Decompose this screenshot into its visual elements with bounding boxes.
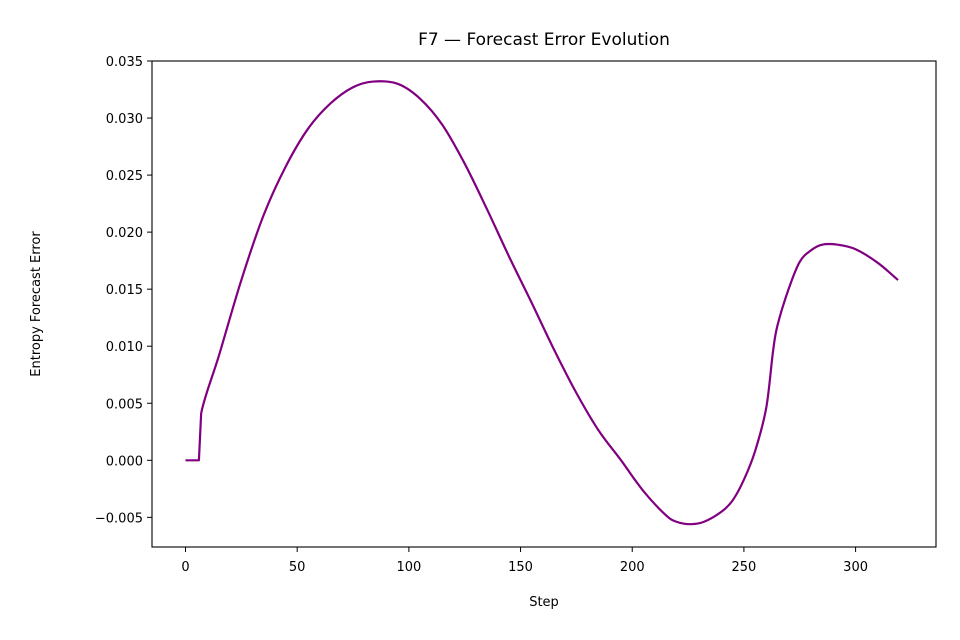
y-tick-label: 0.015: [106, 283, 143, 298]
y-axis-title: Entropy Forecast Error: [29, 231, 44, 377]
x-axis-title: Step: [529, 595, 559, 610]
x-tick-label: 50: [289, 560, 306, 575]
y-tick-label: 0.010: [106, 340, 143, 355]
y-tick-label: 0.020: [106, 226, 143, 241]
series-layer: [185, 80, 899, 526]
y-tick-label: 0.000: [106, 454, 143, 469]
y-tick-label: 0.025: [106, 169, 143, 184]
series-line: [185, 80, 899, 526]
x-axis-ticks: 0 50 100 150 200 250 300: [181, 547, 868, 575]
x-tick-label: 200: [620, 560, 645, 575]
y-tick-label: 0.035: [106, 55, 143, 70]
x-tick-label: 100: [396, 560, 421, 575]
y-axis-ticks: −0.005 0.000 0.005 0.010 0.015 0.020 0.025 0.03…: [95, 55, 152, 526]
x-tick-label: 300: [843, 560, 868, 575]
y-tick-label: 0.005: [106, 397, 143, 412]
x-tick-label: 250: [731, 560, 756, 575]
y-tick-label: 0.030: [106, 112, 143, 127]
plot-area: [152, 61, 936, 547]
x-tick-label: 0: [181, 560, 189, 575]
x-tick-label: 150: [508, 560, 533, 575]
plot-frame: [151, 60, 937, 548]
y-tick-label: −0.005: [95, 511, 143, 526]
chart-title: F7 — Forecast Error Evolution: [418, 30, 670, 50]
